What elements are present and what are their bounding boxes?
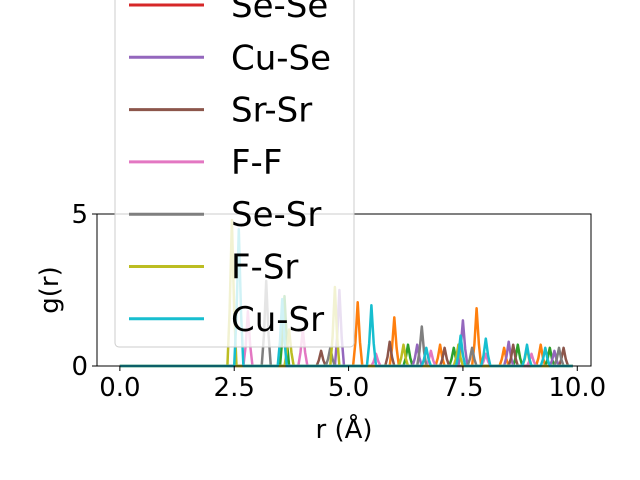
x-tick-label: 2.5 xyxy=(214,373,255,403)
y-tick-label: 5 xyxy=(71,200,88,230)
x-tick-label: 7.5 xyxy=(442,373,483,403)
y-tick-label: 0 xyxy=(71,352,88,382)
legend-label: Sr-Sr xyxy=(231,91,312,131)
legend-label: Se-Se xyxy=(231,0,328,26)
x-tick-label: 0.0 xyxy=(99,373,140,403)
x-tick-label: 10.0 xyxy=(548,373,606,403)
y-axis-label: g(r) xyxy=(35,266,65,313)
x-axis-label: r (Å) xyxy=(315,413,372,445)
legend-label: F-F xyxy=(231,143,282,183)
legend-box xyxy=(114,0,355,348)
legend-label: Se-Sr xyxy=(231,195,321,235)
legend: Se-Se Cu-Se Sr-Sr F-F Se-Sr F-Sr Cu-Sr xyxy=(114,0,355,348)
x-tick-label: 5.0 xyxy=(328,373,369,403)
legend-label: F-Sr xyxy=(231,248,298,288)
ticks-layer: 0.0 2.5 5.0 7.5 10.0 0 5 xyxy=(71,200,606,403)
legend-label: Cu-Se xyxy=(231,38,331,78)
legend-label: Cu-Sr xyxy=(231,300,324,340)
